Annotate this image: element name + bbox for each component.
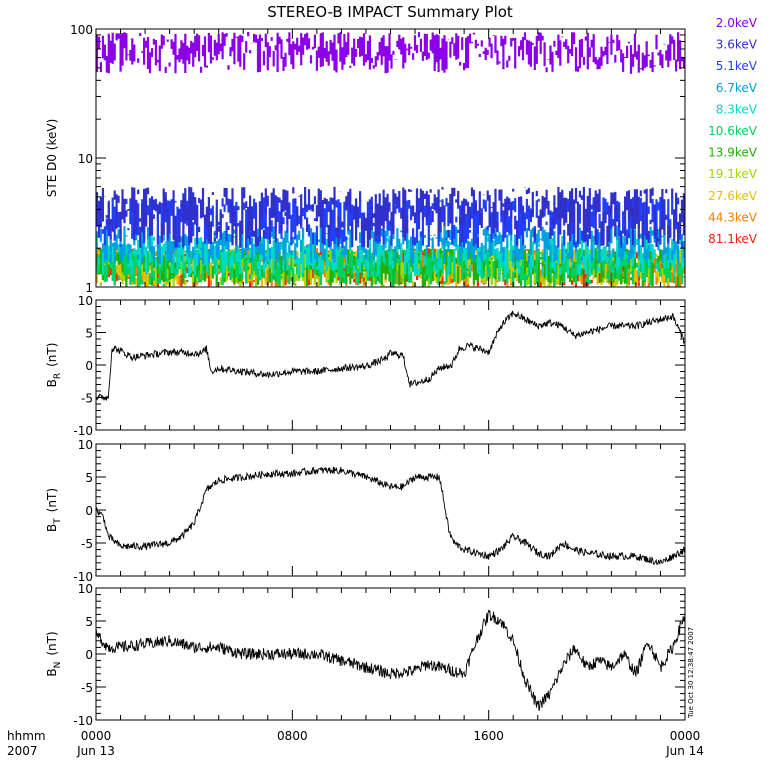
ste-y-tick-label: 1 (85, 281, 93, 295)
bt-y-tick-label: 0 (85, 504, 93, 518)
time-tick-label: 0800 (277, 729, 308, 743)
bn-trace (95, 609, 686, 711)
br-trace-path (95, 310, 686, 401)
ste-series-path (95, 186, 686, 248)
bn-y-tick-label: -10 (73, 714, 93, 728)
br-label-sub: R (53, 373, 63, 379)
br-y-tick-label: 10 (78, 294, 93, 308)
legend-entry-19.1keV: 19.1keV (708, 167, 758, 181)
legend-entry-44.3keV: 44.3keV (708, 210, 758, 224)
legend-entry-13.9keV: 13.9keV (708, 146, 758, 160)
br-trace (95, 310, 686, 401)
plot-title: STEREO-B IMPACT Summary Plot (267, 3, 513, 21)
bn-y-tick-label: -5 (81, 681, 93, 695)
ste-spectrogram-lines (95, 32, 686, 287)
bn-y-axis-label: BN (nT) (45, 631, 63, 676)
br-y-tick-label: -5 (81, 392, 93, 406)
br-label-main: B (45, 379, 59, 387)
ste-y-tick-label: 10 (78, 152, 93, 166)
ste-panel: 1 10 100 STE D0 (keV) 2.0keV 3.6keV 5.1keV 6.… (45, 16, 758, 295)
time-tick-label: 0000 (670, 729, 701, 743)
bt-y-axis: 10 5 0 -5 -10 (73, 438, 685, 584)
ste-legend: 2.0keV 3.6keV 5.1keV 6.7keV 8.3keV 10.6keV 13.… (708, 16, 758, 246)
br-y-tick-label: -10 (73, 424, 93, 438)
time-axis-row2-label: 2007 (7, 744, 38, 758)
bn-label-main: B (45, 668, 59, 676)
bn-label-unit: (nT) (45, 631, 59, 655)
bt-trace-path (95, 466, 686, 566)
bn-y-tick-label: 10 (78, 582, 93, 596)
ste-series-3.6keV (95, 186, 686, 248)
legend-entry-3.6keV: 3.6keV (716, 38, 758, 52)
date-tick-label: Jun 13 (76, 744, 115, 758)
bt-y-tick-label: -5 (81, 537, 93, 551)
ste-series-2.0keV (95, 32, 686, 74)
ste-series-path (95, 32, 686, 74)
time-tick-label: 1600 (473, 729, 504, 743)
bn-y-tick-label: 0 (85, 648, 93, 662)
legend-entry-2.0keV: 2.0keV (716, 16, 758, 30)
legend-entry-5.1keV: 5.1keV (716, 59, 758, 73)
br-y-axis-label: BR (nT) (45, 343, 63, 388)
bn-label-sub: N (53, 662, 63, 669)
bt-y-tick-label: 5 (85, 471, 93, 485)
legend-entry-8.3keV: 8.3keV (716, 102, 758, 116)
legend-entry-10.6keV: 10.6keV (708, 124, 758, 138)
timestamp: Tue Oct 30 12:38:47 2007 (687, 627, 695, 719)
br-y-axis: 10 5 0 -5 -10 (73, 294, 685, 438)
br-label-unit: (nT) (45, 343, 59, 367)
bn-y-tick-label: 5 (85, 615, 93, 629)
ste-y-tick-label: 100 (70, 23, 93, 37)
bt-y-tick-label: -10 (73, 570, 93, 584)
ste-y-axis-label: STE D0 (keV) (45, 119, 59, 198)
bt-label-sub: T (53, 518, 63, 525)
bt-y-axis-label: BT (nT) (45, 488, 63, 532)
bt-y-tick-label: 10 (78, 438, 93, 452)
time-tick-label: 0000 (81, 729, 112, 743)
bn-y-axis: 10 5 0 -5 -10 (73, 582, 685, 728)
legend-entry-27.6keV: 27.6keV (708, 189, 758, 203)
time-axis-row1-label: hhmm (7, 729, 46, 743)
bt-label-unit: (nT) (45, 488, 59, 512)
ste-y-axis: 1 10 100 (70, 23, 685, 295)
bt-trace (95, 466, 686, 566)
br-y-tick-label: 0 (85, 359, 93, 373)
bt-label-main: B (45, 524, 59, 532)
bn-trace-path (95, 609, 686, 711)
legend-entry-81.1keV: 81.1keV (708, 232, 758, 246)
br-y-tick-label: 5 (85, 327, 93, 341)
bn-panel: 10 5 0 -5 -10 BN (nT) Tue Oct 30 12:38:47 200… (45, 582, 695, 728)
date-tick-label: Jun 14 (665, 744, 704, 758)
legend-entry-6.7keV: 6.7keV (716, 81, 758, 95)
